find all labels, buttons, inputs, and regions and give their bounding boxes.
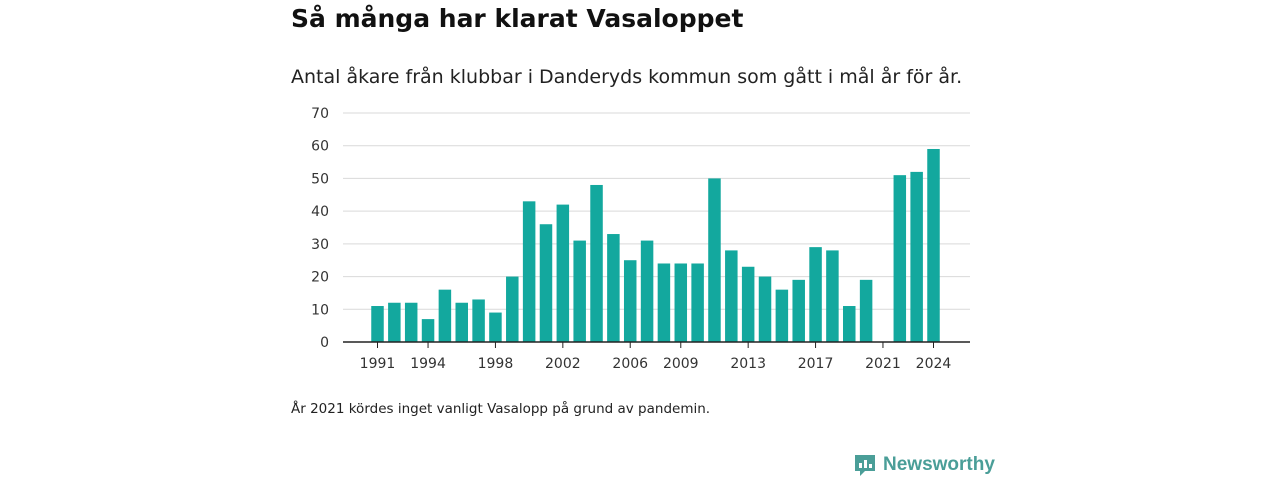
x-axis-ticks: 1991 1994 1998 2002 2006 2009 2013 2017 2021 2024 bbox=[360, 342, 952, 372]
bar-2016 bbox=[792, 279, 805, 342]
x-tick-label: 2017 bbox=[798, 356, 834, 372]
bar-1994 bbox=[421, 319, 435, 342]
x-tick-label: 1991 bbox=[360, 356, 396, 372]
y-tick-label: 40 bbox=[311, 204, 329, 220]
bar-2008 bbox=[657, 263, 671, 342]
newsworthy-logo: Newsworthy bbox=[853, 453, 995, 477]
y-tick-label: 20 bbox=[311, 270, 329, 286]
bar-2012 bbox=[725, 250, 738, 342]
bar-2000 bbox=[522, 201, 536, 342]
gridlines bbox=[343, 112, 970, 310]
bar-2006 bbox=[623, 260, 637, 342]
bar-1995 bbox=[438, 289, 452, 342]
bar-1997 bbox=[472, 299, 485, 342]
bar-2010 bbox=[691, 263, 704, 342]
newsworthy-logo-icon bbox=[855, 455, 875, 476]
x-tick-label: 2024 bbox=[916, 356, 952, 372]
bar-2015 bbox=[775, 289, 789, 342]
brand-name: Newsworthy bbox=[883, 454, 995, 475]
bar-2014 bbox=[758, 276, 772, 342]
bar-1991 bbox=[371, 306, 384, 342]
x-tick-label: 1994 bbox=[410, 356, 446, 372]
bar-2009 bbox=[674, 263, 688, 342]
chart-subtitle: Antal åkare från klubbar i Danderyds kom… bbox=[291, 66, 963, 88]
bar-2005 bbox=[607, 234, 620, 342]
bar-1996 bbox=[455, 302, 468, 342]
chart-title: Så många har klarat Vasaloppet bbox=[291, 4, 744, 33]
bar-2004 bbox=[590, 184, 603, 342]
x-tick-label: 2013 bbox=[730, 356, 766, 372]
x-tick-label: 2006 bbox=[612, 356, 648, 372]
y-tick-label: 30 bbox=[311, 237, 329, 253]
bar-2024 bbox=[927, 148, 940, 342]
y-tick-label: 0 bbox=[320, 335, 329, 351]
y-tick-label: 50 bbox=[311, 171, 329, 187]
bars bbox=[371, 148, 940, 342]
bar-2001 bbox=[539, 224, 553, 342]
bar-1992 bbox=[388, 302, 401, 342]
bar-2011 bbox=[708, 178, 721, 342]
bar-1993 bbox=[404, 302, 418, 342]
bar-1998 bbox=[489, 312, 502, 342]
y-axis-labels: 0 10 20 30 40 50 60 70 bbox=[311, 106, 329, 351]
x-tick-label: 1998 bbox=[478, 356, 514, 372]
bar-2013 bbox=[741, 266, 755, 342]
bar-2017 bbox=[809, 247, 822, 342]
bar-2018 bbox=[826, 250, 839, 342]
x-tick-label: 2009 bbox=[663, 356, 699, 372]
bar-chart: 0 10 20 30 40 50 60 70 1991 1994 1998 2002 2006 2009… bbox=[311, 106, 970, 372]
y-tick-label: 10 bbox=[311, 302, 329, 318]
bar-2007 bbox=[640, 240, 654, 342]
bar-2022 bbox=[893, 175, 907, 342]
bar-2019 bbox=[843, 306, 856, 342]
footnote: År 2021 kördes inget vanligt Vasalopp på… bbox=[291, 401, 711, 417]
x-tick-label: 2002 bbox=[545, 356, 581, 372]
bar-2023 bbox=[910, 171, 923, 342]
x-tick-label: 2021 bbox=[865, 356, 901, 372]
bar-1999 bbox=[506, 276, 519, 342]
bar-2020 bbox=[859, 279, 873, 342]
bar-2002 bbox=[556, 204, 570, 342]
bar-2003 bbox=[573, 240, 586, 342]
y-tick-label: 60 bbox=[311, 139, 329, 155]
y-tick-label: 70 bbox=[311, 106, 329, 122]
